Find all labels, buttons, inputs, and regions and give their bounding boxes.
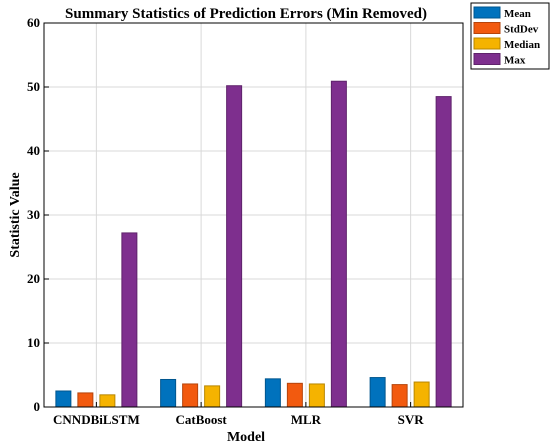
bar-mean xyxy=(160,378,177,408)
bar-mean xyxy=(264,378,281,408)
grid-lines xyxy=(44,23,463,407)
x-tick-label: CNNDBiLSTM xyxy=(53,412,140,427)
bar-max xyxy=(435,96,452,408)
bar-stddev xyxy=(77,392,94,408)
y-tick-label: 10 xyxy=(27,335,40,350)
bar-max xyxy=(330,80,347,408)
bar-median xyxy=(99,394,116,408)
y-tick-label: 60 xyxy=(27,15,40,30)
legend-swatch-stddev xyxy=(473,22,501,34)
y-axis-label: Statistic Value xyxy=(8,172,23,257)
x-tick-label: CatBoost xyxy=(175,412,227,427)
legend-swatch-median xyxy=(473,37,501,50)
legend-swatch-max xyxy=(473,53,501,65)
x-axis-label: Model xyxy=(227,430,265,445)
legend: Mean StdDev Median Max xyxy=(470,2,550,70)
y-tick-label: 40 xyxy=(27,143,40,158)
legend-label-max: Max xyxy=(504,55,526,67)
chart-title: Summary Statistics of Prediction Errors … xyxy=(65,6,427,22)
bars xyxy=(55,80,452,408)
y-tick-label: 50 xyxy=(27,79,40,94)
bar-median xyxy=(413,381,430,408)
bar-mean xyxy=(55,390,72,408)
bar-median xyxy=(308,383,325,408)
bar-stddev xyxy=(182,383,199,408)
bar-stddev xyxy=(391,384,408,408)
legend-label-median: Median xyxy=(504,39,540,51)
bar-mean xyxy=(369,377,386,408)
y-tick-label: 30 xyxy=(27,207,40,222)
bar-max xyxy=(121,232,138,408)
bar-stddev xyxy=(286,382,303,408)
x-tick-label: MLR xyxy=(291,412,322,427)
y-tick-label: 20 xyxy=(27,271,40,286)
bar-max xyxy=(226,85,243,408)
legend-label-mean: Mean xyxy=(504,8,531,20)
y-tick-label: 0 xyxy=(34,399,41,414)
x-tick-label: SVR xyxy=(398,412,425,427)
bar-median xyxy=(204,385,221,408)
ticks: 0 10 20 30 40 50 60 CNNDBiLSTM CatBoost MLR SVR xyxy=(27,15,424,427)
legend-swatch-mean xyxy=(473,6,501,19)
legend-label-stddev: StdDev xyxy=(504,24,539,36)
